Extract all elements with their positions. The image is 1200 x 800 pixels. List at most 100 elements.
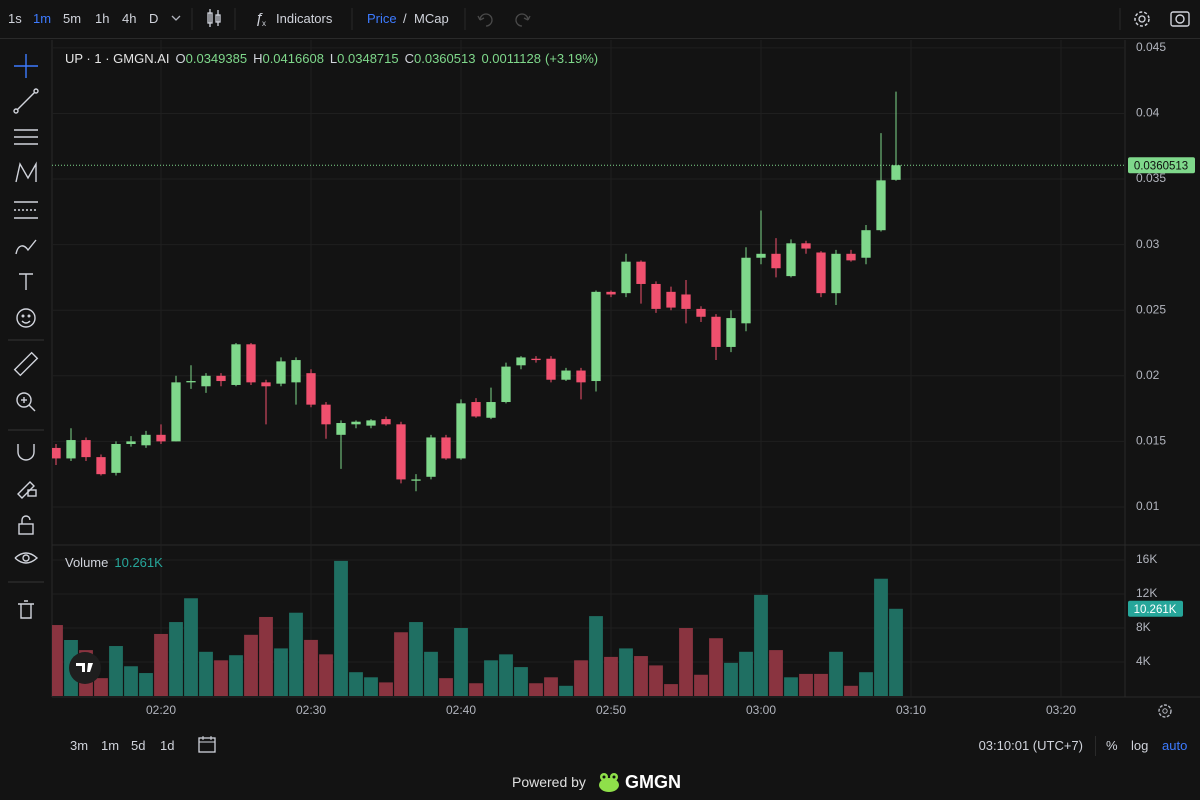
- volume-bar: [829, 651, 843, 696]
- volume-bar: [724, 662, 738, 696]
- volume-bar: [439, 678, 453, 696]
- volume-bar: [199, 651, 213, 696]
- fib-tool[interactable]: [14, 201, 38, 219]
- legend-change: 0.0011128: [481, 51, 541, 66]
- clock: 03:10:01 (UTC+7): [978, 738, 1083, 753]
- volume-current: 10.261K: [114, 555, 163, 570]
- volume-bar: [649, 665, 663, 696]
- fx-icon: x: [262, 19, 266, 28]
- volume-bar: [259, 616, 273, 696]
- lock-tool[interactable]: [18, 515, 34, 535]
- undo[interactable]: [477, 13, 493, 27]
- indicators-button[interactable]: Indicators: [276, 11, 333, 26]
- mcap-toggle[interactable]: MCap: [414, 11, 449, 26]
- candle-body: [52, 447, 61, 459]
- candle-body: [876, 180, 886, 231]
- chevron[interactable]: [171, 15, 181, 21]
- redo[interactable]: [515, 13, 531, 27]
- volume-bar: [634, 656, 648, 696]
- interval[interactable]: 5m: [63, 11, 82, 26]
- interval[interactable]: 4h: [122, 11, 137, 26]
- pattern-tool[interactable]: [15, 161, 37, 183]
- volume-bar: [844, 685, 858, 696]
- candle-body: [666, 291, 676, 308]
- volume-bar: [499, 654, 513, 696]
- volume-bar: [52, 625, 63, 696]
- candle-body: [741, 257, 751, 324]
- horizontal-lines-tool[interactable]: [14, 129, 38, 145]
- range-button[interactable]: 1d: [160, 738, 175, 753]
- zoom-tool[interactable]: [16, 392, 36, 412]
- candle-type-icon[interactable]: [207, 9, 221, 27]
- candle-body: [846, 253, 856, 261]
- candle-body: [636, 261, 646, 284]
- screenshot-icon[interactable]: [1170, 11, 1190, 27]
- candle-body: [231, 344, 241, 385]
- delete-tool[interactable]: [18, 600, 34, 619]
- volume-bar: [154, 633, 168, 696]
- volume-bar: [589, 616, 603, 696]
- volume-legend: Volume 10.261K: [65, 555, 163, 571]
- volume-bar: [514, 667, 528, 696]
- volume-bar: [454, 628, 468, 696]
- legend-change-pct: (+3.19%): [544, 51, 599, 66]
- fx-icon[interactable]: ƒ: [255, 10, 263, 27]
- settings-icon[interactable]: [1134, 11, 1150, 27]
- candle-body: [441, 437, 451, 459]
- candle-body: [606, 291, 616, 295]
- time-axis-settings[interactable]: [1158, 704, 1172, 718]
- candle-body: [861, 230, 871, 258]
- goto-date[interactable]: [193, 730, 223, 760]
- candle-body: [501, 366, 511, 403]
- interval[interactable]: D: [149, 11, 159, 26]
- brush-tool[interactable]: [15, 239, 37, 255]
- x-tick-label: 03:00: [746, 703, 776, 717]
- lock-draw-tool[interactable]: [17, 481, 37, 499]
- legend-prefix: H: [253, 51, 263, 66]
- candle-body: [771, 253, 781, 269]
- ruler-tool[interactable]: [13, 351, 39, 377]
- grid: [52, 40, 1125, 697]
- volume-bar: [889, 608, 903, 696]
- volume-name: Volume: [65, 555, 109, 570]
- volume-bar: [289, 612, 303, 696]
- price-pane: [52, 91, 1125, 492]
- volume-bar: [784, 677, 798, 696]
- percent-toggle[interactable]: %: [1106, 738, 1118, 753]
- volume-bar: [574, 660, 588, 696]
- volume-bar: [274, 648, 288, 696]
- emoji-tool[interactable]: [16, 308, 36, 328]
- candle-body: [96, 457, 106, 475]
- x-tick-label: 02:30: [296, 703, 326, 717]
- volume-bar: [859, 672, 873, 696]
- legend-open: 0.0349385: [185, 51, 248, 66]
- x-tick-label: 03:10: [896, 703, 926, 717]
- price-toggle[interactable]: Price: [367, 11, 397, 26]
- log-toggle[interactable]: log: [1131, 738, 1149, 753]
- range-button[interactable]: 1m: [101, 738, 120, 753]
- text-tool[interactable]: [19, 273, 33, 290]
- visibility-tool[interactable]: [14, 552, 39, 564]
- range-button[interactable]: 3m: [70, 738, 89, 753]
- volume-bar: [364, 677, 378, 696]
- last-price-badge: [1128, 157, 1195, 174]
- volume-bar: [319, 654, 333, 696]
- candle-body: [816, 252, 826, 294]
- crosshair-tool[interactable]: [14, 54, 38, 78]
- interval[interactable]: 1s: [8, 11, 22, 26]
- candle-body: [426, 437, 436, 477]
- trend-line-tool[interactable]: [13, 88, 39, 114]
- y-tick-label: 0.045: [1136, 40, 1166, 54]
- auto-toggle[interactable]: auto: [1162, 738, 1188, 753]
- interval[interactable]: 1m: [33, 11, 52, 26]
- volume-bar: [664, 684, 678, 696]
- interval[interactable]: 1h: [95, 11, 110, 26]
- magnet-tool[interactable]: [17, 444, 35, 461]
- range-button[interactable]: 5d: [131, 738, 146, 753]
- volume-bar: [769, 650, 783, 696]
- volume-bar: [709, 638, 723, 696]
- candle-body: [201, 375, 211, 387]
- candle-body: [171, 382, 181, 442]
- volume-bar: [94, 678, 108, 696]
- candle-body: [516, 357, 526, 366]
